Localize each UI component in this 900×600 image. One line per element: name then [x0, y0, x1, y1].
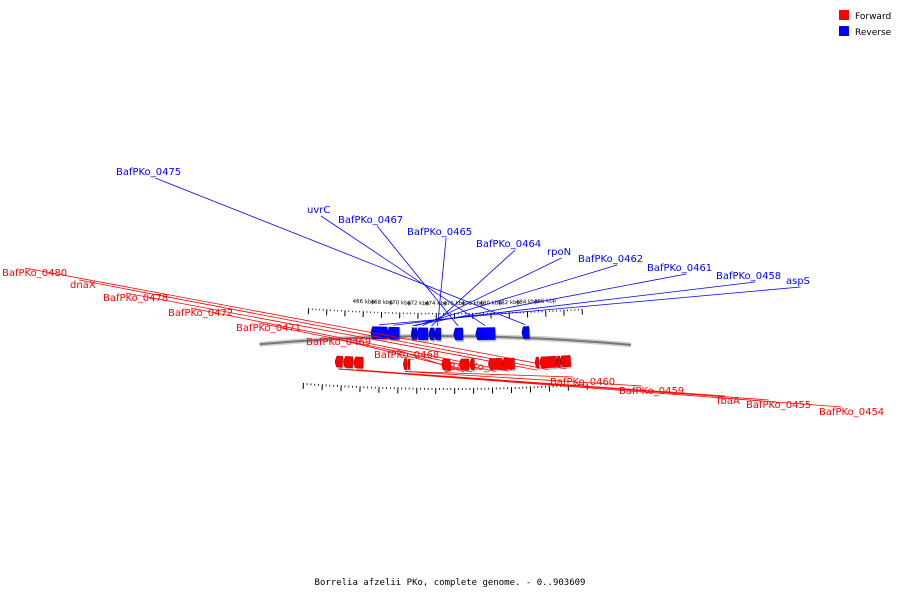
gene-leader-line: [396, 349, 465, 373]
gene-label-bafpko_0468[interactable]: BafPKo_0468: [374, 350, 439, 361]
gene-label-bafpko_0465[interactable]: BafPKo_0465: [407, 227, 472, 238]
gene-label-bafpko_0475[interactable]: BafPKo_0475: [116, 167, 181, 178]
gene-leader-line: [437, 237, 447, 327]
gene-leader-line: [258, 322, 496, 372]
ruler-tick-label: 468 kbp: [371, 300, 394, 307]
gene-arrow-fbaa[interactable]: [353, 356, 364, 369]
ruler-tick-label: 480 kbp: [479, 300, 502, 306]
gene-label-bafpko_0466[interactable]: BafPKo_0466: [449, 362, 514, 373]
ruler-tick-label: 470 kbp: [389, 300, 412, 307]
ruler-tick-label: 474 kbp: [425, 301, 448, 307]
gene-label-bafpko_0464[interactable]: BafPKo_0464: [476, 239, 541, 250]
gene-label-bafpko_0462[interactable]: BafPKo_0462: [578, 254, 643, 265]
gene-leader-line: [328, 336, 473, 373]
gene-arrow-uvrc[interactable]: [475, 327, 496, 341]
genome-axis: [259, 333, 632, 348]
ruler-tick-label: 484 kbp: [516, 299, 539, 306]
genome-caption: Borrelia afzelii PKo, complete genome. -…: [314, 578, 586, 588]
gene-leader-line: [412, 273, 687, 327]
gene-arrow-bafpko_0462[interactable]: [413, 327, 418, 340]
gene-arrow-bafpko_0461[interactable]: [410, 327, 415, 340]
gene-leader-line: [404, 371, 642, 387]
gene-leader-line: [408, 371, 573, 378]
gene-arrow-bafpko_0465[interactable]: [434, 327, 441, 341]
gene-arrow-bafpko_0464[interactable]: [428, 327, 435, 341]
ruler-tick-label: 482 kbp: [498, 300, 521, 307]
gene-leader-line: [376, 225, 459, 327]
gene-leader-line: [190, 307, 509, 372]
gene-label-dnax[interactable]: dnaX: [70, 280, 96, 291]
gene-arrow-bafpko_0478[interactable]: [534, 356, 540, 369]
gene-label-bafpko_0461[interactable]: BafPKo_0461: [647, 263, 712, 274]
gene-label-rpon[interactable]: rpoN: [547, 247, 571, 258]
gene-arrow-rpon[interactable]: [416, 327, 429, 341]
gene-label-bafpko_0467[interactable]: BafPKo_0467: [338, 215, 403, 226]
gene-leader-line: [422, 257, 562, 327]
gene-label-bafpko_0480[interactable]: BafPKo_0480: [2, 268, 67, 279]
gene-arrow-bafpko_0459[interactable]: [402, 358, 408, 370]
legend-reverse-swatch: [839, 26, 849, 36]
gene-leader-line: [320, 215, 486, 327]
gene-leader-line: [125, 292, 538, 371]
gene-leader-line: [154, 177, 526, 325]
gene-leader-line: [78, 279, 549, 371]
gene-leader-line: [431, 249, 516, 327]
ruler-tick-label: 466 kbp: [352, 299, 375, 306]
legend-reverse-label: Reverse: [855, 28, 892, 38]
gene-leader-line: [445, 361, 472, 373]
gene-label-bafpko_0458[interactable]: BafPKo_0458: [716, 271, 781, 282]
gene-arrow-bafpko_0454[interactable]: [334, 355, 343, 368]
gene-label-bafpko_0454[interactable]: BafPKo_0454: [819, 407, 884, 418]
gene-arrow-bafpko_0475[interactable]: [521, 326, 530, 339]
gene-label-fbaa[interactable]: fbaA: [717, 396, 740, 407]
ruler-tick-label: 486 kbp: [534, 298, 557, 305]
gene-label-asps[interactable]: aspS: [786, 276, 810, 287]
gene-leader-line: [338, 368, 842, 408]
gene-label-bafpko_0478[interactable]: BafPKo_0478: [103, 293, 168, 304]
gene-arrow-bafpko_0460[interactable]: [407, 358, 411, 370]
ruler-tick-label: 476 kbp: [443, 301, 466, 307]
gene-arrow-bafpko_0467[interactable]: [453, 327, 464, 341]
gene-leader-line: [347, 369, 769, 401]
legend-forward-swatch: [839, 10, 849, 20]
gene-label-bafpko_0472[interactable]: BafPKo_0472: [168, 308, 233, 319]
legend: Forward Reverse: [839, 10, 892, 38]
gene-label-bafpko_0455[interactable]: BafPKo_0455: [746, 400, 811, 411]
ruler-tick-label: 472 kbp: [407, 301, 430, 307]
gene-leader-line: [379, 286, 801, 326]
gene-label-bafpko_0471[interactable]: BafPKo_0471: [236, 323, 301, 334]
gene-leader-line: [415, 264, 618, 327]
gene-arrow-unnamed-1[interactable]: [556, 355, 561, 368]
gene-leader-line: [24, 267, 566, 370]
gene-label-uvrc[interactable]: uvrC: [307, 205, 330, 216]
gene-arrow-bafpko_0480[interactable]: [559, 355, 572, 368]
gene-arrow-bafpko_0472[interactable]: [502, 357, 515, 370]
gene-label-bafpko_0469[interactable]: BafPKo_0469: [306, 337, 371, 348]
gene-arrow-bafpko_0455[interactable]: [343, 356, 354, 369]
legend-forward-label: Forward: [855, 12, 891, 22]
